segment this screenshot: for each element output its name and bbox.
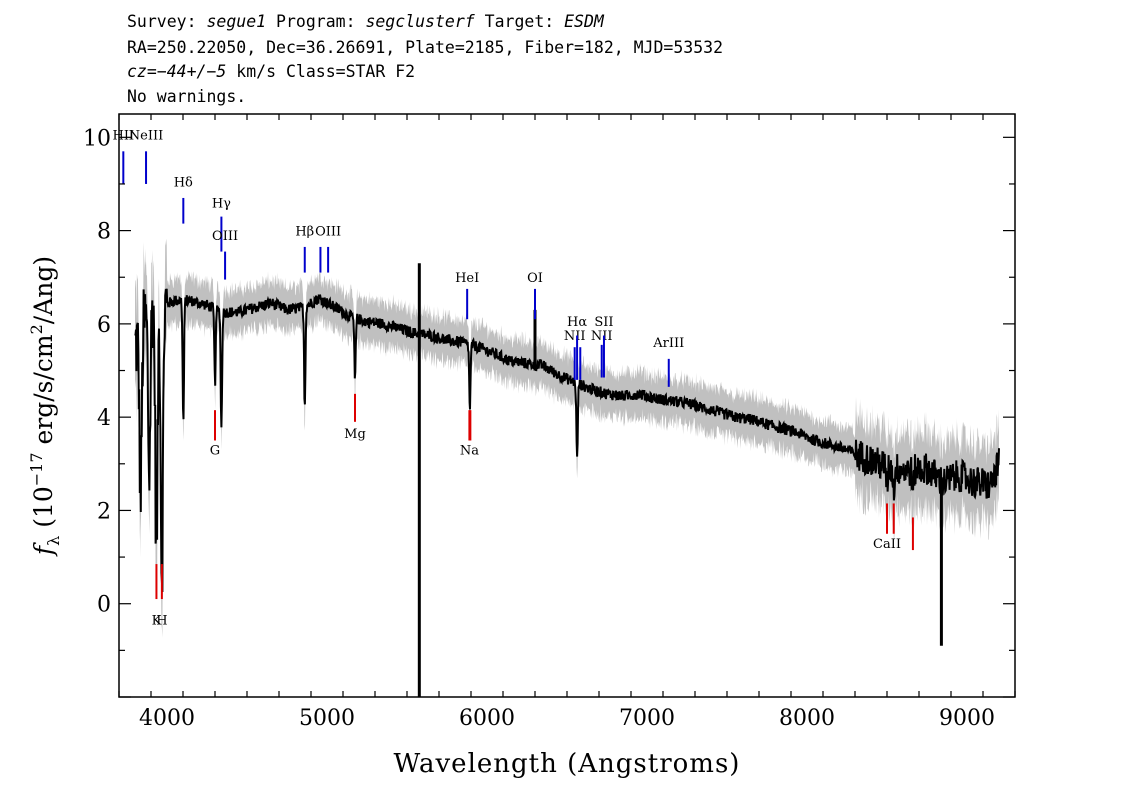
plot-frame [118, 113, 1016, 698]
absorption-label-1: H [156, 614, 167, 629]
y-tick-label: 8 [97, 220, 111, 245]
header-line-survey: Survey: segue1 Program: segclusterf Targ… [127, 12, 604, 31]
emission-label-11: Hα [567, 315, 587, 330]
x-tick-label: 4000 [139, 706, 195, 731]
emission-label-3: Hγ [212, 196, 231, 211]
absorption-label-4: Na [460, 443, 479, 458]
emission-label-7: OIII [315, 224, 341, 239]
header-line-warnings: No warnings. [127, 87, 247, 106]
header-line-coordinates: RA=250.22050, Dec=36.26691, Plate=2185, … [127, 38, 724, 57]
absorption-label-0: K [152, 614, 162, 629]
emission-label-0: HII [113, 129, 135, 144]
emission-label-13: NII [591, 329, 613, 344]
y-axis-label: fλ (10−17 erg/s/cm2/Ang) [27, 256, 63, 557]
absorption-label-3: Mg [344, 427, 366, 442]
emission-label-5: Hβ [295, 224, 314, 239]
error-band [135, 238, 999, 638]
emission-label-4: OIII [212, 229, 238, 244]
y-tick-label: 0 [97, 593, 111, 618]
x-tick-label: 5000 [299, 706, 355, 731]
x-tick-label: 6000 [459, 706, 515, 731]
emission-label-9: OI [527, 271, 543, 286]
x-tick-label: 7000 [619, 706, 675, 731]
emission-label-14: SII [594, 315, 613, 330]
y-tick-label: 6 [97, 313, 111, 338]
header-line-redshift: cz=−44+/−5 km/s Class=STAR F2 [127, 62, 416, 81]
absorption-label-6: CaII [873, 537, 901, 552]
y-tick-label: 2 [97, 499, 111, 524]
y-tick-label: 10 [83, 126, 111, 151]
flux-line [134, 288, 1000, 593]
absorption-label-2: G [210, 443, 220, 458]
survey-value: segue1 [206, 12, 267, 31]
x-axis-label: Wavelength (Angstroms) [394, 749, 741, 779]
x-tick-label: 8000 [779, 706, 835, 731]
target-value: ESDM [564, 12, 604, 31]
emission-label-2: Hδ [174, 175, 193, 190]
y-tick-label: 4 [97, 406, 111, 431]
emission-label-15: ArIII [652, 336, 684, 351]
program-value: segclusterf [365, 12, 475, 31]
x-tick-label: 9000 [939, 706, 995, 731]
emission-label-8: HeI [455, 271, 479, 286]
emission-label-1: NeIII [129, 129, 163, 144]
emission-label-10: NII [564, 329, 586, 344]
